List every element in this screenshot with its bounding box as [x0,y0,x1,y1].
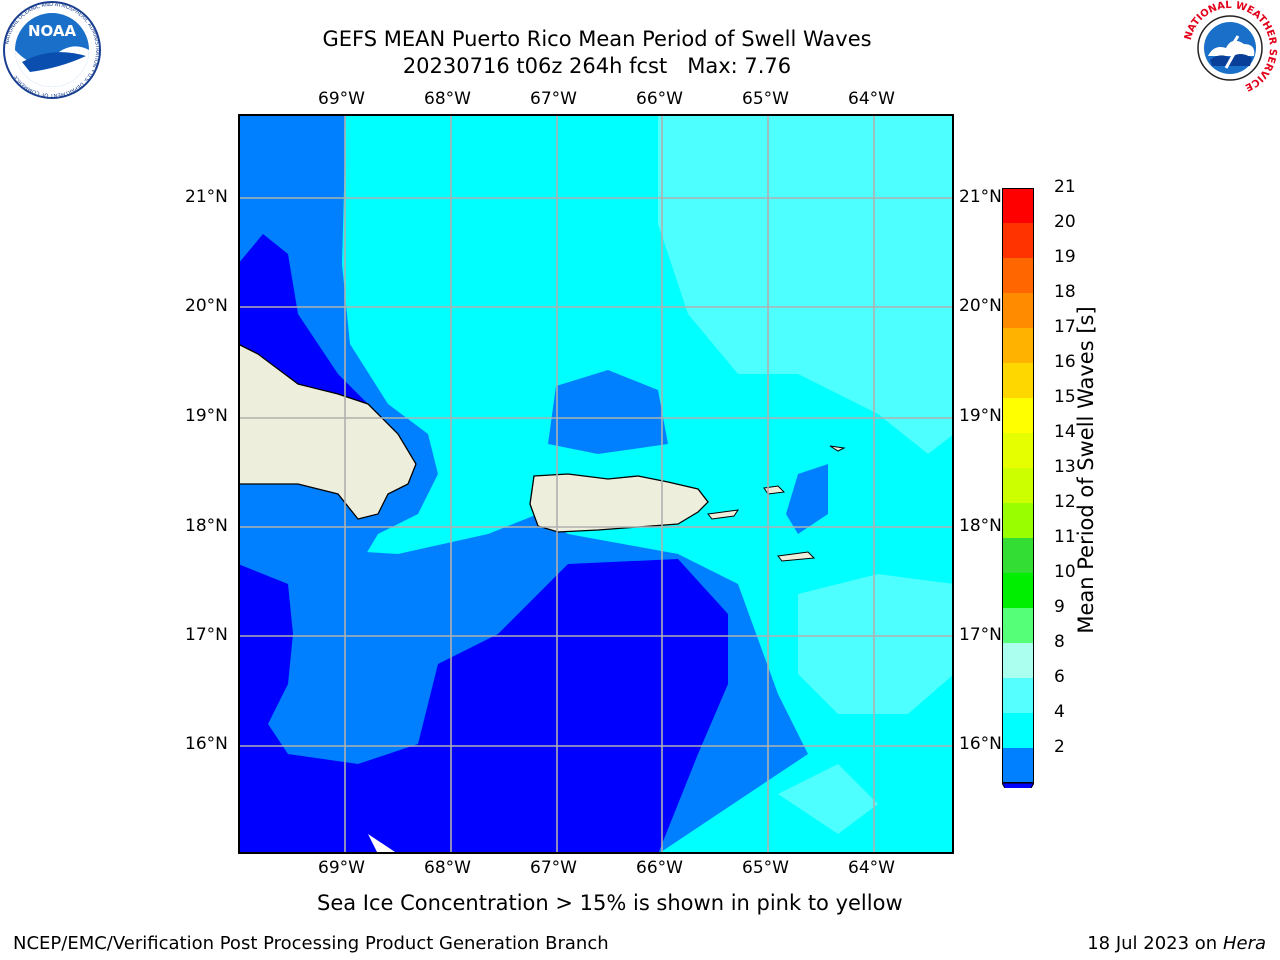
colorbar-segment [1002,363,1034,398]
lat-label-right: 16°N [959,734,1002,754]
lon-label-top: 69°W [318,89,365,109]
colorbar-segment [1002,678,1034,713]
colorbar-segment [1002,188,1034,223]
colorbar-tick-label: 12 [1054,492,1076,512]
colorbar-tick-label: 2 [1054,737,1065,757]
colorbar-tick-label: 18 [1054,282,1076,302]
lat-label-right: 20°N [959,296,1002,316]
lon-label-bottom: 69°W [318,858,365,878]
colorbar-tick-label: 9 [1054,597,1065,617]
footer-machine: Hera [1223,933,1266,954]
lat-label-left: 21°N [185,187,228,207]
map-panel [238,114,954,854]
colorbar-tick-label: 20 [1054,212,1076,232]
lat-label-right: 17°N [959,625,1002,645]
colorbar-segment [1002,468,1034,503]
colorbar-tick-label: 10 [1054,562,1076,582]
map-svg [238,114,954,854]
colorbar-svg [1002,188,1034,788]
colorbar-tick-label: 4 [1054,702,1065,722]
lon-label-top: 66°W [636,89,683,109]
colorbar-segment [1002,258,1034,293]
colorbar-segment [1002,573,1034,608]
chart-title: GEFS MEAN Puerto Rico Mean Period of Swe… [0,27,1194,51]
colorbar-tick-label: 11 [1054,527,1076,547]
lat-label-right: 21°N [959,187,1002,207]
sea-ice-note: Sea Ice Concentration > 15% is shown in … [317,891,903,915]
lon-label-bottom: 66°W [636,858,683,878]
noaa-logo-text: NOAA [28,22,77,40]
lon-label-bottom: 64°W [848,858,895,878]
lat-label-left: 19°N [185,406,228,426]
colorbar-tick-label: 17 [1054,317,1076,337]
colorbar-segment [1002,608,1034,643]
colorbar-tick-label: 14 [1054,422,1076,442]
colorbar-segment [1002,328,1034,363]
lon-label-top: 64°W [848,89,895,109]
lon-label-top: 68°W [424,89,471,109]
lon-label-bottom: 67°W [530,858,577,878]
ocean-pale-se [798,574,954,714]
footer-date-text: 18 Jul 2023 on [1087,933,1223,954]
lon-label-bottom: 65°W [742,858,789,878]
colorbar-segment [1002,748,1034,783]
colorbar-segment [1002,293,1034,328]
colorbar-tick-label: 16 [1054,352,1076,372]
colorbar-segment [1002,398,1034,433]
lat-label-left: 20°N [185,296,228,316]
lat-label-right: 18°N [959,516,1002,536]
colorbar-tick-label: 6 [1054,667,1065,687]
colorbar-under-arrow [1002,783,1034,788]
lat-label-left: 17°N [185,625,228,645]
lat-label-left: 18°N [185,516,228,536]
lat-label-left: 16°N [185,734,228,754]
colorbar-tick-label: 19 [1054,247,1076,267]
footer-date: 18 Jul 2023 on Hera [1087,933,1266,954]
lon-label-top: 65°W [742,89,789,109]
colorbar-segment [1002,538,1034,573]
colorbar-tick-label: 13 [1054,457,1076,477]
colorbar-tick-label: 15 [1054,387,1076,407]
colorbar-segment [1002,713,1034,748]
chart-subtitle: 20230716 t06z 264h fcst Max: 7.76 [0,54,1194,78]
colorbar-segment [1002,433,1034,468]
colorbar-label: Mean Period of Swell Waves [s] [1074,306,1098,633]
colorbar-tick-label: 21 [1054,177,1076,197]
footer-branch: NCEP/EMC/Verification Post Processing Pr… [13,933,609,954]
colorbar-segment [1002,503,1034,538]
colorbar [1002,188,1034,788]
noaa-logo: NOAA NATIONAL OCEANIC AND ATMOSPHERIC AD… [0,0,104,104]
lat-label-right: 19°N [959,406,1002,426]
nws-logo: NATIONAL WEATHER SERVICE [1180,0,1280,100]
lon-label-bottom: 68°W [424,858,471,878]
lon-label-top: 67°W [530,89,577,109]
colorbar-segment [1002,643,1034,678]
colorbar-tick-label: 8 [1054,632,1065,652]
colorbar-segment [1002,223,1034,258]
